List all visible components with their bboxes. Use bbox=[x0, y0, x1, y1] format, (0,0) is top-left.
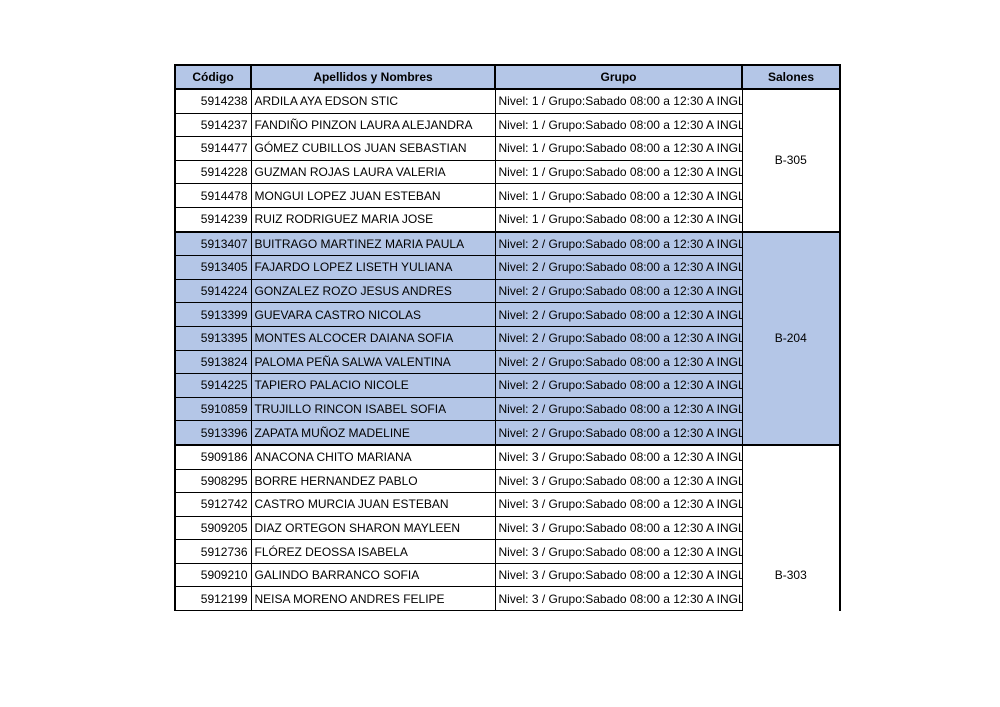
student-code: 5909186 bbox=[174, 444, 252, 470]
table-row: 5913395 MONTES ALCOCER DAIANA SOFIA Nivel:… bbox=[174, 325, 840, 351]
student-name: PALOMA PEÑA SALWA VALENTINA bbox=[250, 349, 496, 375]
student-group: Nivel: 3 / Grupo:Sabado 08:00 a 12:30 A … bbox=[494, 492, 743, 517]
table-row: 5912199 NEISA MORENO ANDRES FELIPE Nivel: … bbox=[174, 586, 840, 612]
student-group: Nivel: 1 / Grupo:Sabado 08:00 a 12:30 A … bbox=[494, 112, 743, 138]
table-row: 5913407 BUITRAGO MARTINEZ MARIA PAULA Nive… bbox=[174, 230, 841, 446]
student-group: Nivel: 1 / Grupo:Sabado 08:00 a 12:30 A … bbox=[494, 183, 743, 208]
student-group: Nivel: 2 / Grupo:Sabado 08:00 a 12:30 A … bbox=[494, 325, 743, 351]
table-row: 5909186 ANACONA CHITO MARIANA Nivel: 3 / G… bbox=[174, 443, 841, 611]
student-code: 5914237 bbox=[174, 112, 252, 138]
student-name: BORRE HERNANDEZ PABLO bbox=[250, 468, 496, 494]
student-name: FAJARDO LOPEZ LISETH YULIANA bbox=[250, 255, 496, 280]
student-group: Nivel: 2 / Grupo:Sabado 08:00 a 12:30 A … bbox=[494, 302, 743, 327]
student-group: Nivel: 3 / Grupo:Sabado 08:00 a 12:30 A … bbox=[494, 586, 743, 612]
student-code: 5912199 bbox=[174, 586, 252, 612]
student-code: 5913405 bbox=[174, 255, 252, 280]
table-row: 5914224 GONZALEZ ROZO JESUS ANDRES Nivel: … bbox=[174, 278, 840, 304]
student-name: GUEVARA CASTRO NICOLAS bbox=[250, 302, 496, 327]
table-row: 5914225 TAPIERO PALACIO NICOLE Nivel: 2 / … bbox=[174, 373, 840, 398]
table-row: 5914237 FANDIÑO PINZON LAURA ALEJANDRA Niv… bbox=[174, 112, 840, 138]
table-row: 5914238 ARDILA AYA EDSON STIC Nivel: 1 / G… bbox=[174, 88, 841, 233]
student-name: CASTRO MURCIA JUAN ESTEBAN bbox=[250, 492, 496, 517]
student-code: 5914225 bbox=[174, 373, 252, 398]
student-code: 5909210 bbox=[174, 562, 252, 588]
table-row: 5914239 RUIZ RODRIGUEZ MARIA JOSE Nivel: 1… bbox=[174, 206, 840, 233]
student-name: BUITRAGO MARTINEZ MARIA PAULA bbox=[250, 230, 496, 257]
table-row: 5910859 TRUJILLO RINCON ISABEL SOFIA Nivel… bbox=[174, 396, 840, 422]
student-group: Nivel: 3 / Grupo:Sabado 08:00 a 12:30 A … bbox=[494, 444, 743, 470]
header-row: Código Apellidos y Nombres Grupo Salones bbox=[174, 64, 841, 90]
table-row: 5913405 FAJARDO LOPEZ LISETH YULIANA Nivel… bbox=[174, 255, 840, 280]
student-group: Nivel: 3 / Grupo:Sabado 08:00 a 12:30 A … bbox=[494, 562, 743, 588]
student-code: 5913824 bbox=[174, 349, 252, 375]
student-code: 5909205 bbox=[174, 515, 252, 541]
table-row: 5914478 MONGUI LOPEZ JUAN ESTEBAN Nivel: 1… bbox=[174, 183, 840, 208]
student-group: Nivel: 2 / Grupo:Sabado 08:00 a 12:30 A … bbox=[494, 396, 743, 422]
student-name: ANACONA CHITO MARIANA bbox=[250, 444, 496, 470]
room-cell: B-204 bbox=[741, 230, 841, 446]
table-row: 5912736 FLÓREZ DEOSSA ISABELA Nivel: 3 / G… bbox=[174, 539, 840, 564]
student-name: GALINDO BARRANCO SOFIA bbox=[250, 562, 496, 588]
student-code: 5912736 bbox=[174, 539, 252, 564]
student-name: RUIZ RODRIGUEZ MARIA JOSE bbox=[250, 206, 496, 233]
student-code: 5914224 bbox=[174, 278, 252, 304]
student-name: GUZMAN ROJAS LAURA VALERIA bbox=[250, 159, 496, 185]
student-code: 5914228 bbox=[174, 159, 252, 185]
student-group: Nivel: 2 / Grupo:Sabado 08:00 a 12:30 A … bbox=[494, 420, 743, 446]
header-group: Grupo bbox=[494, 64, 743, 90]
student-name: TRUJILLO RINCON ISABEL SOFIA bbox=[250, 396, 496, 422]
table-row: 5909210 GALINDO BARRANCO SOFIA Nivel: 3 / … bbox=[174, 562, 840, 588]
student-group: Nivel: 1 / Grupo:Sabado 08:00 a 12:30 A … bbox=[494, 159, 743, 185]
student-code: 5908295 bbox=[174, 468, 252, 494]
table-row: 5909205 DIAZ ORTEGON SHARON MAYLEEN Nivel:… bbox=[174, 515, 840, 541]
table-row: 5912742 CASTRO MURCIA JUAN ESTEBAN Nivel: … bbox=[174, 492, 840, 517]
student-group: Nivel: 2 / Grupo:Sabado 08:00 a 12:30 A … bbox=[494, 230, 743, 257]
student-group: Nivel: 1 / Grupo:Sabado 08:00 a 12:30 A … bbox=[494, 136, 743, 161]
student-code: 5914239 bbox=[174, 206, 252, 233]
student-name: DIAZ ORTEGON SHARON MAYLEEN bbox=[250, 515, 496, 541]
student-group: Nivel: 3 / Grupo:Sabado 08:00 a 12:30 A … bbox=[494, 515, 743, 541]
table-row: 5914228 GUZMAN ROJAS LAURA VALERIA Nivel: … bbox=[174, 159, 840, 185]
student-room-table: Código Apellidos y Nombres Grupo Salones… bbox=[174, 64, 841, 612]
student-group: Nivel: 1 / Grupo:Sabado 08:00 a 12:30 A … bbox=[494, 206, 743, 233]
student-code: 5913407 bbox=[174, 230, 252, 257]
room-cell: B-303 bbox=[741, 443, 841, 611]
student-name: MONGUI LOPEZ JUAN ESTEBAN bbox=[250, 183, 496, 208]
table-row: 5913399 GUEVARA CASTRO NICOLAS Nivel: 2 / … bbox=[174, 302, 840, 327]
student-group: Nivel: 3 / Grupo:Sabado 08:00 a 12:30 A … bbox=[494, 539, 743, 564]
header-room: Salones bbox=[741, 64, 841, 90]
student-code: 5914478 bbox=[174, 183, 252, 208]
header-name: Apellidos y Nombres bbox=[250, 64, 496, 90]
student-name: MONTES ALCOCER DAIANA SOFIA bbox=[250, 325, 496, 351]
student-group: Nivel: 2 / Grupo:Sabado 08:00 a 12:30 A … bbox=[494, 255, 743, 280]
student-code: 5914477 bbox=[174, 136, 252, 161]
student-group: Nivel: 1 / Grupo:Sabado 08:00 a 12:30 A … bbox=[494, 88, 743, 114]
student-group: Nivel: 2 / Grupo:Sabado 08:00 a 12:30 A … bbox=[494, 349, 743, 375]
student-code: 5913396 bbox=[174, 420, 252, 446]
student-name: FLÓREZ DEOSSA ISABELA bbox=[250, 539, 496, 564]
table-row: 5913396 ZAPATA MUÑOZ MADELINE Nivel: 2 / G… bbox=[174, 420, 840, 446]
student-group: Nivel: 3 / Grupo:Sabado 08:00 a 12:30 A … bbox=[494, 468, 743, 494]
table-row: 5913824 PALOMA PEÑA SALWA VALENTINA Nivel:… bbox=[174, 349, 840, 375]
table-row: 5908295 BORRE HERNANDEZ PABLO Nivel: 3 / G… bbox=[174, 468, 840, 494]
room-cell: B-305 bbox=[741, 88, 841, 233]
student-name: TAPIERO PALACIO NICOLE bbox=[250, 373, 496, 398]
student-code: 5913395 bbox=[174, 325, 252, 351]
student-name: ZAPATA MUÑOZ MADELINE bbox=[250, 420, 496, 446]
student-code: 5912742 bbox=[174, 492, 252, 517]
student-code: 5913399 bbox=[174, 302, 252, 327]
student-group: Nivel: 2 / Grupo:Sabado 08:00 a 12:30 A … bbox=[494, 278, 743, 304]
student-name: FANDIÑO PINZON LAURA ALEJANDRA bbox=[250, 112, 496, 138]
student-name: NEISA MORENO ANDRES FELIPE bbox=[250, 586, 496, 612]
header-code: Código bbox=[174, 64, 252, 90]
student-code: 5914238 bbox=[174, 88, 252, 114]
student-code: 5910859 bbox=[174, 396, 252, 422]
student-name: GÓMEZ CUBILLOS JUAN SEBASTIAN bbox=[250, 136, 496, 161]
table-row: 5914477 GÓMEZ CUBILLOS JUAN SEBASTIAN Nive… bbox=[174, 136, 840, 161]
student-name: ARDILA AYA EDSON STIC bbox=[250, 88, 496, 114]
student-name: GONZALEZ ROZO JESUS ANDRES bbox=[250, 278, 496, 304]
student-group: Nivel: 2 / Grupo:Sabado 08:00 a 12:30 A … bbox=[494, 373, 743, 398]
